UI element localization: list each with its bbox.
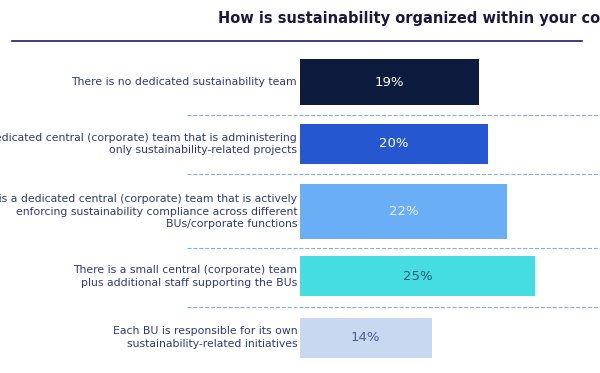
Bar — [300, 318, 431, 358]
Bar — [300, 59, 479, 106]
Text: There is a dedicated central (corporate) team that is actively
enforcing sustain: There is a dedicated central (corporate)… — [0, 194, 297, 229]
Text: 25%: 25% — [403, 270, 433, 283]
Text: 19%: 19% — [374, 76, 404, 89]
Text: There is a small central (corporate) team
plus additional staff supporting the B: There is a small central (corporate) tea… — [73, 265, 297, 288]
Text: 22%: 22% — [389, 205, 418, 218]
Text: 14%: 14% — [351, 331, 380, 344]
Text: 20%: 20% — [379, 137, 409, 150]
Text: Each BU is responsible for its own
sustainability-related initiatives: Each BU is responsible for its own susta… — [113, 326, 297, 349]
Bar — [300, 124, 488, 164]
Bar — [300, 184, 507, 239]
Text: There is a dedicated central (corporate) team that is administering
only sustain: There is a dedicated central (corporate)… — [0, 132, 297, 155]
Text: There is no dedicated sustainability team: There is no dedicated sustainability tea… — [71, 77, 297, 87]
Text: How is sustainability organized within your company?: How is sustainability organized within y… — [218, 11, 600, 26]
Bar — [300, 256, 535, 296]
